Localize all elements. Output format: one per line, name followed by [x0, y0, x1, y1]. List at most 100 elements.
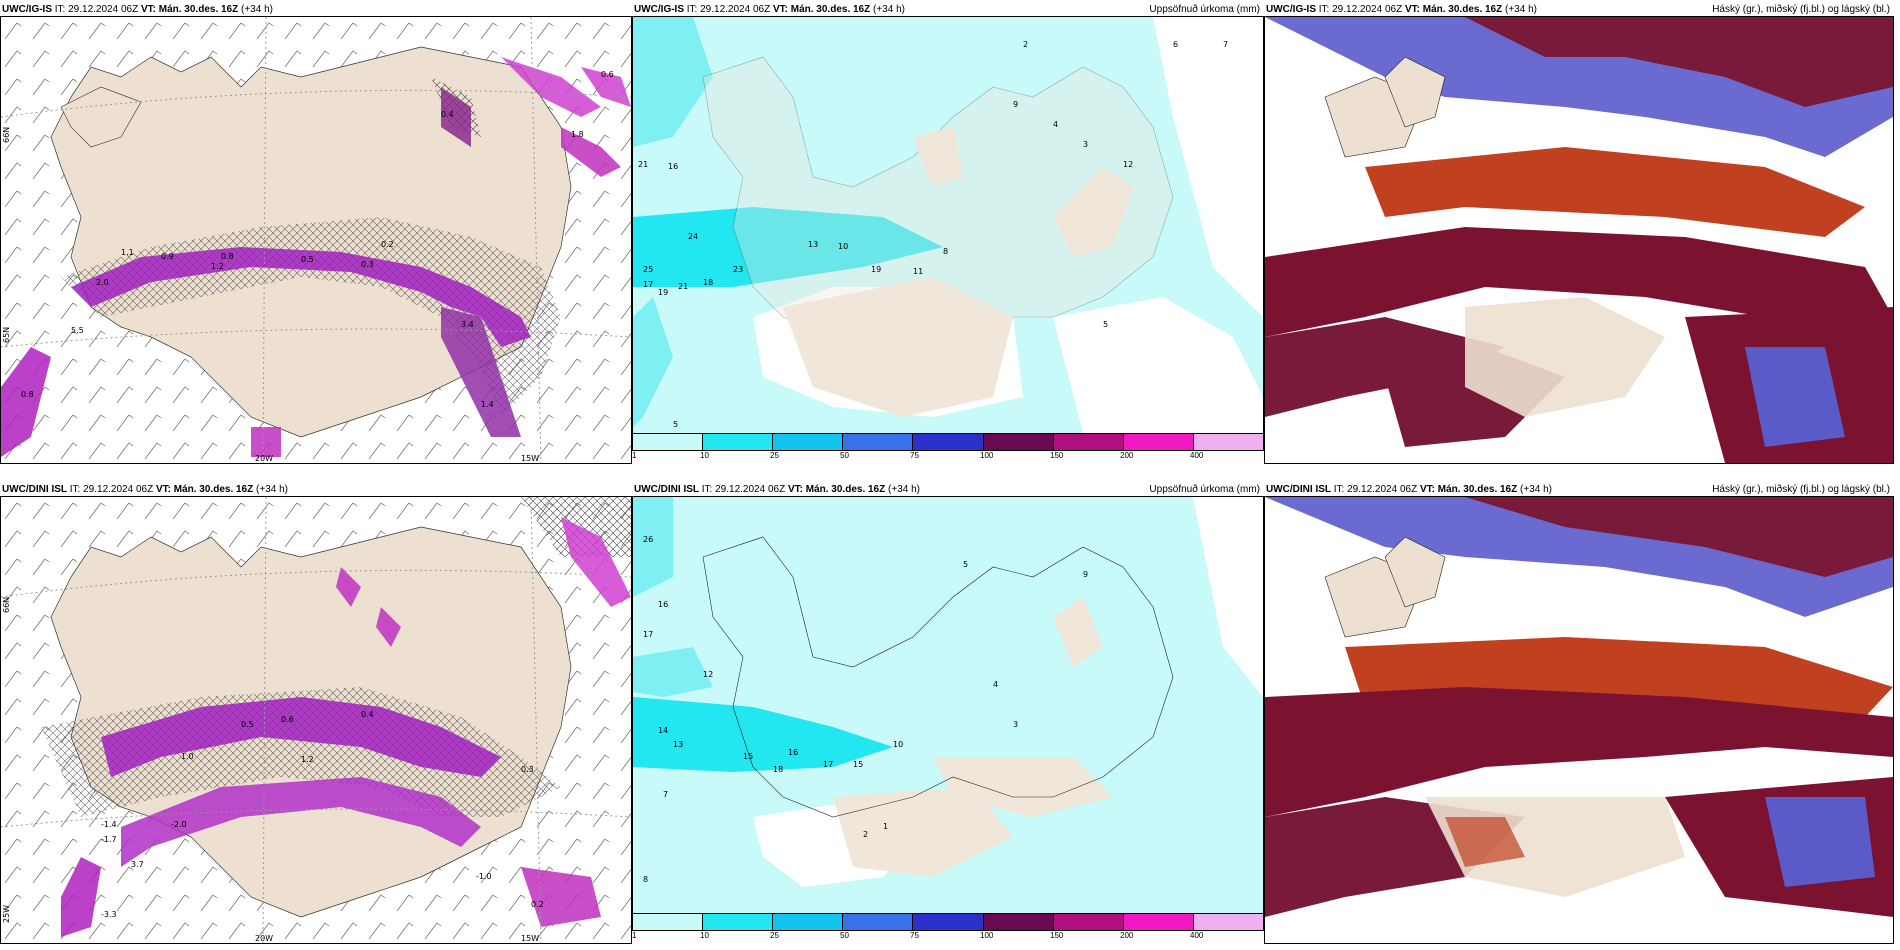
precip-value: 11	[913, 267, 923, 276]
precip-value: 13	[673, 740, 683, 749]
colorbar-label: 1	[632, 931, 637, 940]
colorbar-swatch	[703, 434, 774, 450]
precip-value: 17	[823, 760, 833, 769]
lat-label: 65N	[2, 327, 11, 343]
precip-title: Uppsöfnuð úrkoma (mm)	[1149, 484, 1260, 495]
freezing-label: 0.6	[281, 715, 294, 724]
colorbar-label: 50	[840, 931, 849, 940]
lon-label: 15W	[521, 934, 539, 943]
panel-title-top-middle: UWC/IG-IS IT: 29.12.2024 06Z VT: Mán. 30…	[634, 4, 905, 15]
freezing-label: 1.2	[301, 755, 314, 764]
colorbar-label: 200	[1120, 931, 1134, 940]
colorbar-label: 150	[1050, 931, 1064, 940]
colorbar-label: 50	[840, 451, 849, 460]
freezing-label: 0.8	[21, 390, 34, 399]
colorbar-swatch	[843, 434, 914, 450]
freezing-label: 0.6	[601, 70, 614, 79]
colorbar-label: 25	[770, 451, 779, 460]
wind-freezing-map-top[interactable]: 1.1 0.9 0.8 0.5 0.3 2.0 1.2 0.2 3.4 5.5 …	[0, 16, 632, 464]
freezing-label: -2.0	[171, 820, 187, 829]
precip-value: 16	[788, 748, 798, 757]
precip-value: 12	[703, 670, 713, 679]
precip-map-bottom[interactable]: 26 16 17 12 14 13 15 16 18 17 15 10 8 9 …	[632, 496, 1264, 914]
precip-value: 10	[893, 740, 903, 749]
freezing-label: 1.1	[121, 248, 134, 257]
precip-value: 7	[663, 790, 668, 799]
freezing-label: 1.2	[211, 262, 224, 271]
precip-value: 8	[943, 247, 948, 256]
colorbar-swatch	[983, 914, 1054, 930]
precip-value: 2	[863, 830, 868, 839]
precip-map-top[interactable]: 21 16 24 25 17 19 21 23 18 13 10 19 11 8…	[632, 16, 1264, 434]
freezing-rain-band	[71, 247, 531, 347]
colorbar-swatch	[1053, 914, 1124, 930]
map-canvas: 1.1 0.9 0.8 0.5 0.3 2.0 1.2 0.2 3.4 5.5 …	[1, 17, 631, 463]
colorbar-label: 150	[1050, 451, 1064, 460]
lon-label: 25W	[2, 905, 11, 923]
freezing-label: 0.3	[361, 260, 374, 269]
freezing-label: 0.9	[161, 252, 174, 261]
precip-value: 4	[993, 680, 998, 689]
precip-value: 21	[678, 282, 688, 291]
freezing-label: -1.4	[101, 820, 117, 829]
precip-value: 19	[871, 265, 881, 274]
freezing-label: 0.2	[531, 900, 544, 909]
colorbar-swatch	[983, 434, 1054, 450]
precip-value: 17	[643, 630, 653, 639]
map-canvas	[1265, 497, 1893, 943]
cloud-map-top[interactable]	[1264, 16, 1894, 464]
precip-value: 5	[673, 420, 678, 429]
panel-top-left: UWC/IG-IS IT: 29.12.2024 06Z VT: Mán. 30…	[0, 0, 632, 470]
panel-title-bottom-left: UWC/DINI ISL IT: 29.12.2024 06Z VT: Mán.…	[2, 484, 288, 495]
colorbar-swatch	[913, 914, 984, 930]
precip-title: Uppsöfnuð úrkoma (mm)	[1149, 4, 1260, 15]
freezing-label: 0.4	[441, 110, 454, 119]
colorbar-label: 75	[910, 931, 919, 940]
cloud-map-bottom[interactable]	[1264, 496, 1894, 944]
colorbar-labels-top: 1 10 25 50 75 100 150 200 400	[632, 451, 1262, 463]
colorbar-top	[632, 433, 1264, 451]
cloud-title: Háský (gr.), miðský (fj.bl.) og lágský (…	[1712, 4, 1890, 15]
precip-value: 1	[883, 822, 888, 831]
precip-value: 17	[643, 280, 653, 289]
freezing-label: 0.5	[301, 255, 314, 264]
colorbar-swatch	[1123, 914, 1194, 930]
colorbar-swatch	[633, 914, 704, 930]
precip-value: 9	[1083, 570, 1088, 579]
colorbar-label: 10	[700, 931, 709, 940]
colorbar-bottom	[632, 913, 1264, 931]
colorbar-labels-bottom: 1 10 25 50 75 100 150 200 400	[632, 931, 1262, 943]
precip-value: 18	[703, 278, 713, 287]
freezing-label: -1.7	[101, 835, 117, 844]
freezing-label: 0.5	[241, 720, 254, 729]
precip-value: 24	[688, 232, 698, 241]
lon-label: 20W	[255, 934, 273, 943]
panel-title-bottom-middle: UWC/DINI ISL IT: 29.12.2024 06Z VT: Mán.…	[634, 484, 920, 495]
freezing-label: 3.4	[461, 320, 474, 329]
colorbar-label: 200	[1120, 451, 1134, 460]
precip-value: 16	[668, 162, 678, 171]
precip-value: 8	[643, 875, 648, 884]
colorbar-swatch	[703, 914, 774, 930]
freezing-rain-band	[101, 697, 501, 777]
panel-bottom-left: UWC/DINI ISL IT: 29.12.2024 06Z VT: Mán.…	[0, 480, 632, 950]
precip-value: 9	[1013, 100, 1018, 109]
colorbar-swatch	[1193, 914, 1263, 930]
freezing-label: 1.0	[181, 752, 194, 761]
lon-label: 15W	[521, 454, 539, 463]
panel-top-right: UWC/IG-IS IT: 29.12.2024 06Z VT: Mán. 30…	[1264, 0, 1900, 470]
map-canvas: 21 16 24 25 17 19 21 23 18 13 10 19 11 8…	[633, 17, 1263, 433]
precip-value: 16	[658, 600, 668, 609]
freezing-label: -1.0	[476, 872, 492, 881]
colorbar-swatch	[913, 434, 984, 450]
colorbar-label: 1	[632, 451, 637, 460]
freezing-label: 0.8	[221, 252, 234, 261]
precip-value: 13	[808, 240, 818, 249]
panel-title-top-right: UWC/IG-IS IT: 29.12.2024 06Z VT: Mán. 30…	[1266, 4, 1537, 15]
colorbar-label: 100	[980, 451, 994, 460]
precip-value: 4	[1053, 120, 1058, 129]
freezing-label: 1.8	[571, 130, 584, 139]
wind-freezing-map-bottom[interactable]: 0.5 0.6 0.4 1.0 1.2 0.3 -1.4 -2.0 -1.7 -…	[0, 496, 632, 944]
colorbar-label: 75	[910, 451, 919, 460]
panel-top-middle: UWC/IG-IS IT: 29.12.2024 06Z VT: Mán. 30…	[632, 0, 1264, 470]
